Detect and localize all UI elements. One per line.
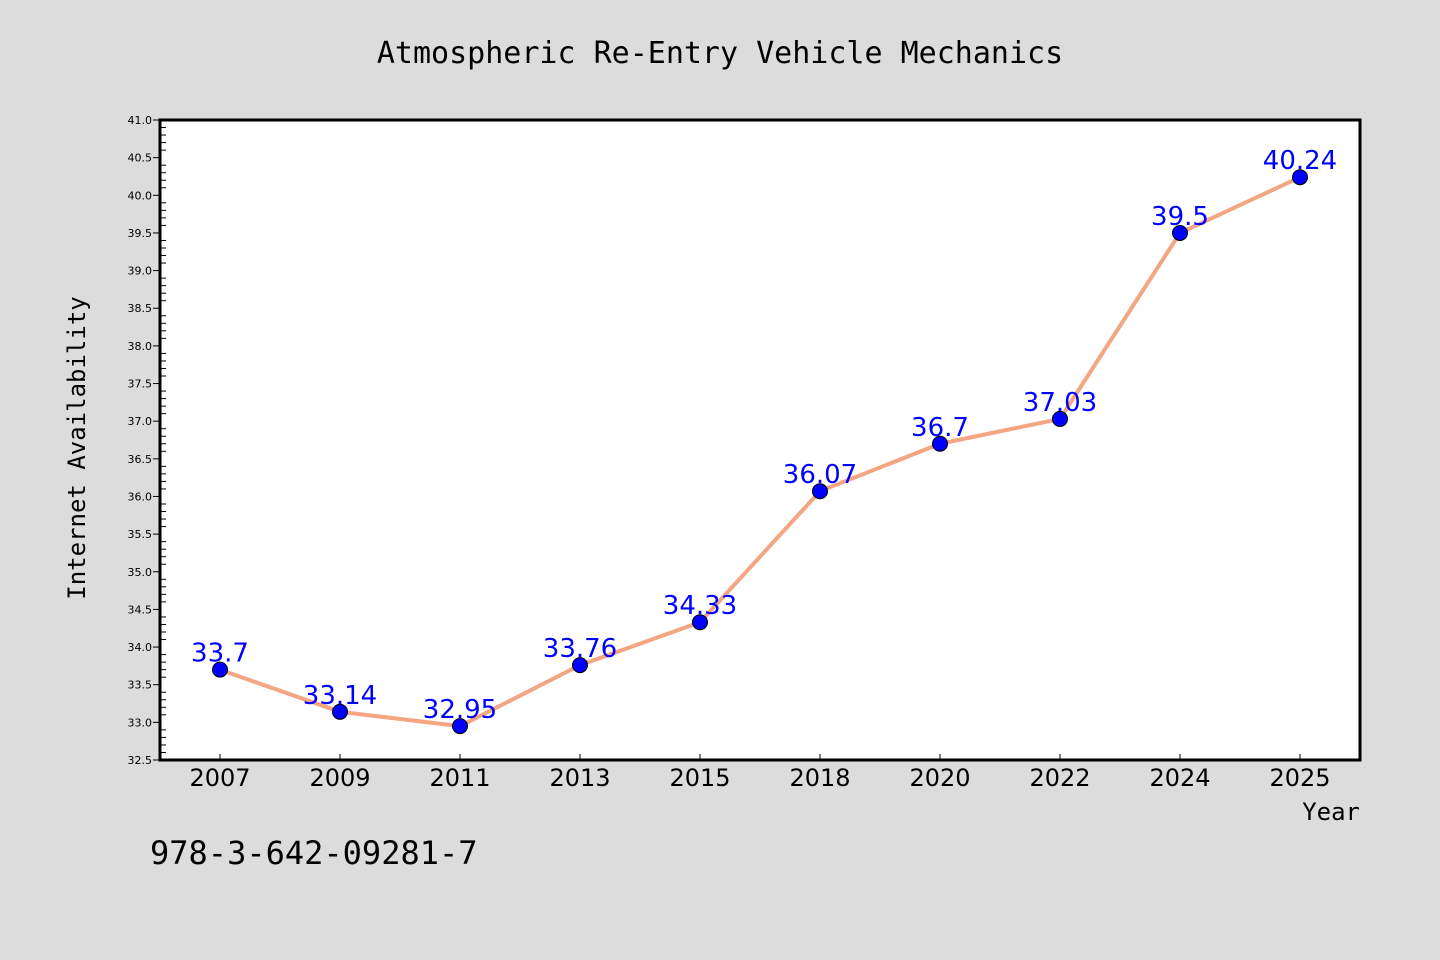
data-point-marker — [332, 703, 348, 720]
data-point-marker — [1292, 169, 1308, 186]
y-axis: 32.5 33.0 33.5 34.0 34.5 35.0 35.5 36.0 36.5 37.0… — [128, 114, 166, 767]
y-tick-label: 39.0 — [128, 265, 153, 278]
x-tick-label: 2007 — [189, 764, 250, 792]
data-point-marker — [452, 718, 468, 735]
data-label: 40.24 — [1263, 146, 1337, 176]
x-tick-label: 2022 — [1029, 764, 1090, 792]
y-tick-label: 40.5 — [128, 152, 153, 165]
data-point-marker — [1052, 410, 1068, 427]
y-tick-label: 35.5 — [128, 528, 153, 541]
data-label: 33.7 — [191, 639, 249, 669]
y-tick-label: 38.0 — [128, 340, 153, 353]
plot-area — [158, 118, 1362, 762]
data-label: 36.7 — [911, 413, 969, 443]
footer-code: 978-3-642-09281-7 — [150, 834, 478, 872]
y-tick-label: 36.0 — [128, 490, 153, 503]
y-tick-label: 37.0 — [128, 415, 153, 428]
data-label: 34.33 — [663, 591, 737, 621]
y-tick-label: 32.5 — [128, 754, 153, 767]
data-point-marker — [212, 661, 228, 678]
data-label: 37.03 — [1023, 388, 1097, 418]
data-label: 32.95 — [423, 695, 497, 725]
chart-title: Atmospheric Re-Entry Vehicle Mechanics — [377, 36, 1063, 71]
y-tick-label: 38.5 — [128, 302, 153, 315]
y-axis-label: Internet Availability — [63, 296, 91, 599]
y-tick-label: 41.0 — [128, 114, 153, 127]
x-tick-label: 2015 — [669, 764, 730, 792]
y-tick-label: 40.0 — [128, 189, 153, 202]
x-tick-label: 2024 — [1149, 764, 1210, 792]
data-point-marker — [692, 614, 708, 631]
data-point-marker — [1172, 224, 1188, 241]
y-tick-label: 39.5 — [128, 227, 153, 240]
data-label: 36.07 — [783, 460, 857, 490]
series-line — [219, 175, 1301, 729]
x-tick-label: 2020 — [909, 764, 970, 792]
data-label: 33.14 — [303, 681, 377, 711]
x-tick-label: 2025 — [1269, 764, 1330, 792]
x-tick-label: 2013 — [549, 764, 610, 792]
y-tick-label: 34.0 — [128, 641, 153, 654]
x-tick-label: 2011 — [429, 764, 490, 792]
y-tick-label: 33.0 — [128, 716, 153, 729]
data-point-marker — [572, 657, 588, 674]
y-tick-label: 35.0 — [128, 566, 153, 579]
x-axis-label: Year — [1302, 798, 1360, 826]
y-tick-label: 34.5 — [128, 603, 153, 616]
data-point-marker — [932, 435, 948, 452]
x-tick-label: 2018 — [789, 764, 850, 792]
data-label: 39.5 — [1151, 202, 1209, 232]
data-point-marker — [812, 483, 828, 500]
x-axis: 2007 2009 2011 2013 2015 2018 2020 2022 2024 2025 — [189, 754, 1331, 792]
y-tick-label: 33.5 — [128, 679, 153, 692]
x-tick-label: 2009 — [309, 764, 370, 792]
y-tick-label: 36.5 — [128, 453, 153, 466]
y-tick-label: 37.5 — [128, 378, 153, 391]
series-layer: 33.7 33.14 32.95 33.76 34.33 36.07 36.7 37.03 39… — [191, 146, 1337, 735]
data-label: 33.76 — [543, 634, 617, 664]
